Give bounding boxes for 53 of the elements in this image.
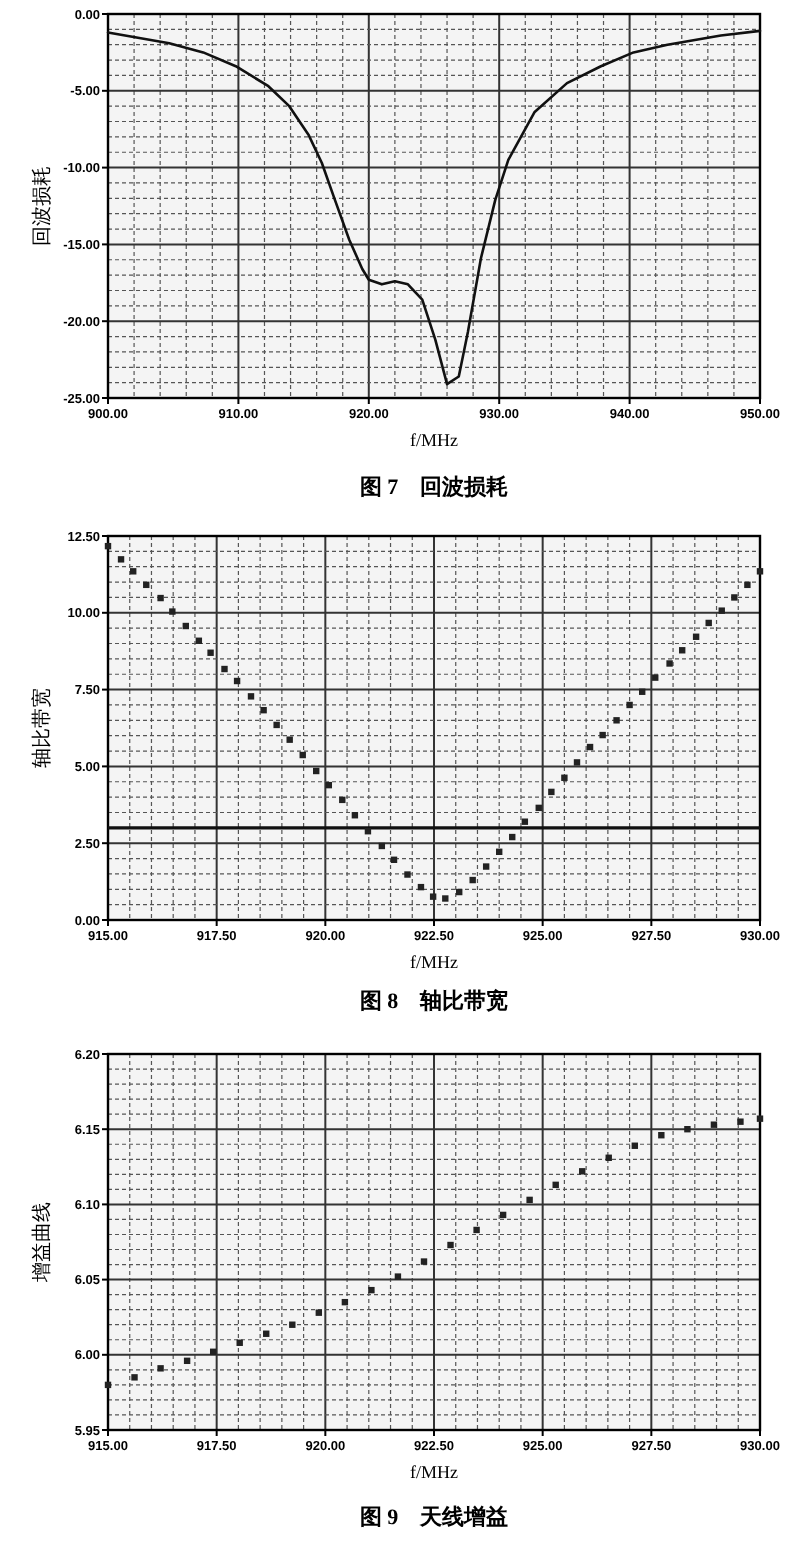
point [666,660,673,667]
point [130,568,137,575]
point [579,1168,586,1175]
point [573,759,581,766]
point [548,788,555,796]
y-axis-title: 回波损耗 [30,166,54,246]
point [247,693,255,700]
x-axis-title: f/MHz [410,430,458,450]
point [561,774,568,781]
point [131,1374,138,1381]
caption: 图 8 轴比带宽 [359,988,509,1014]
point [731,594,738,601]
point [207,649,214,656]
point [658,1132,665,1139]
line-series [106,29,762,386]
point [473,1226,480,1234]
point [469,876,476,884]
point [710,1121,718,1128]
point [652,674,659,681]
point [521,818,529,825]
point [157,1365,164,1372]
point [526,1196,533,1204]
point [447,1241,454,1249]
y-axis-title: 轴比带宽 [30,688,54,768]
point [599,731,606,739]
point [718,607,725,614]
point [756,1115,764,1122]
point [482,863,490,870]
caption: 图 9 天线增益 [359,1504,509,1530]
point [737,1118,744,1125]
point [260,706,267,714]
point [420,1258,428,1265]
point [442,895,449,902]
point [315,1309,323,1316]
point [394,1273,402,1280]
caption: 图 7 回波损耗 [359,474,509,500]
point [368,1286,375,1294]
point [117,556,125,563]
point [756,568,764,575]
point [286,736,293,743]
x-axis-title: f/MHz [410,1462,458,1482]
point [404,871,411,878]
point [169,608,176,615]
y-axis-title: 增益曲线 [30,1202,54,1284]
point [684,1126,691,1133]
point [613,717,620,724]
point [626,701,633,709]
x-axis-title: f/MHz [410,952,458,972]
point [429,893,437,900]
point [221,665,228,673]
point [744,581,751,589]
point [157,594,164,602]
point [273,721,280,729]
